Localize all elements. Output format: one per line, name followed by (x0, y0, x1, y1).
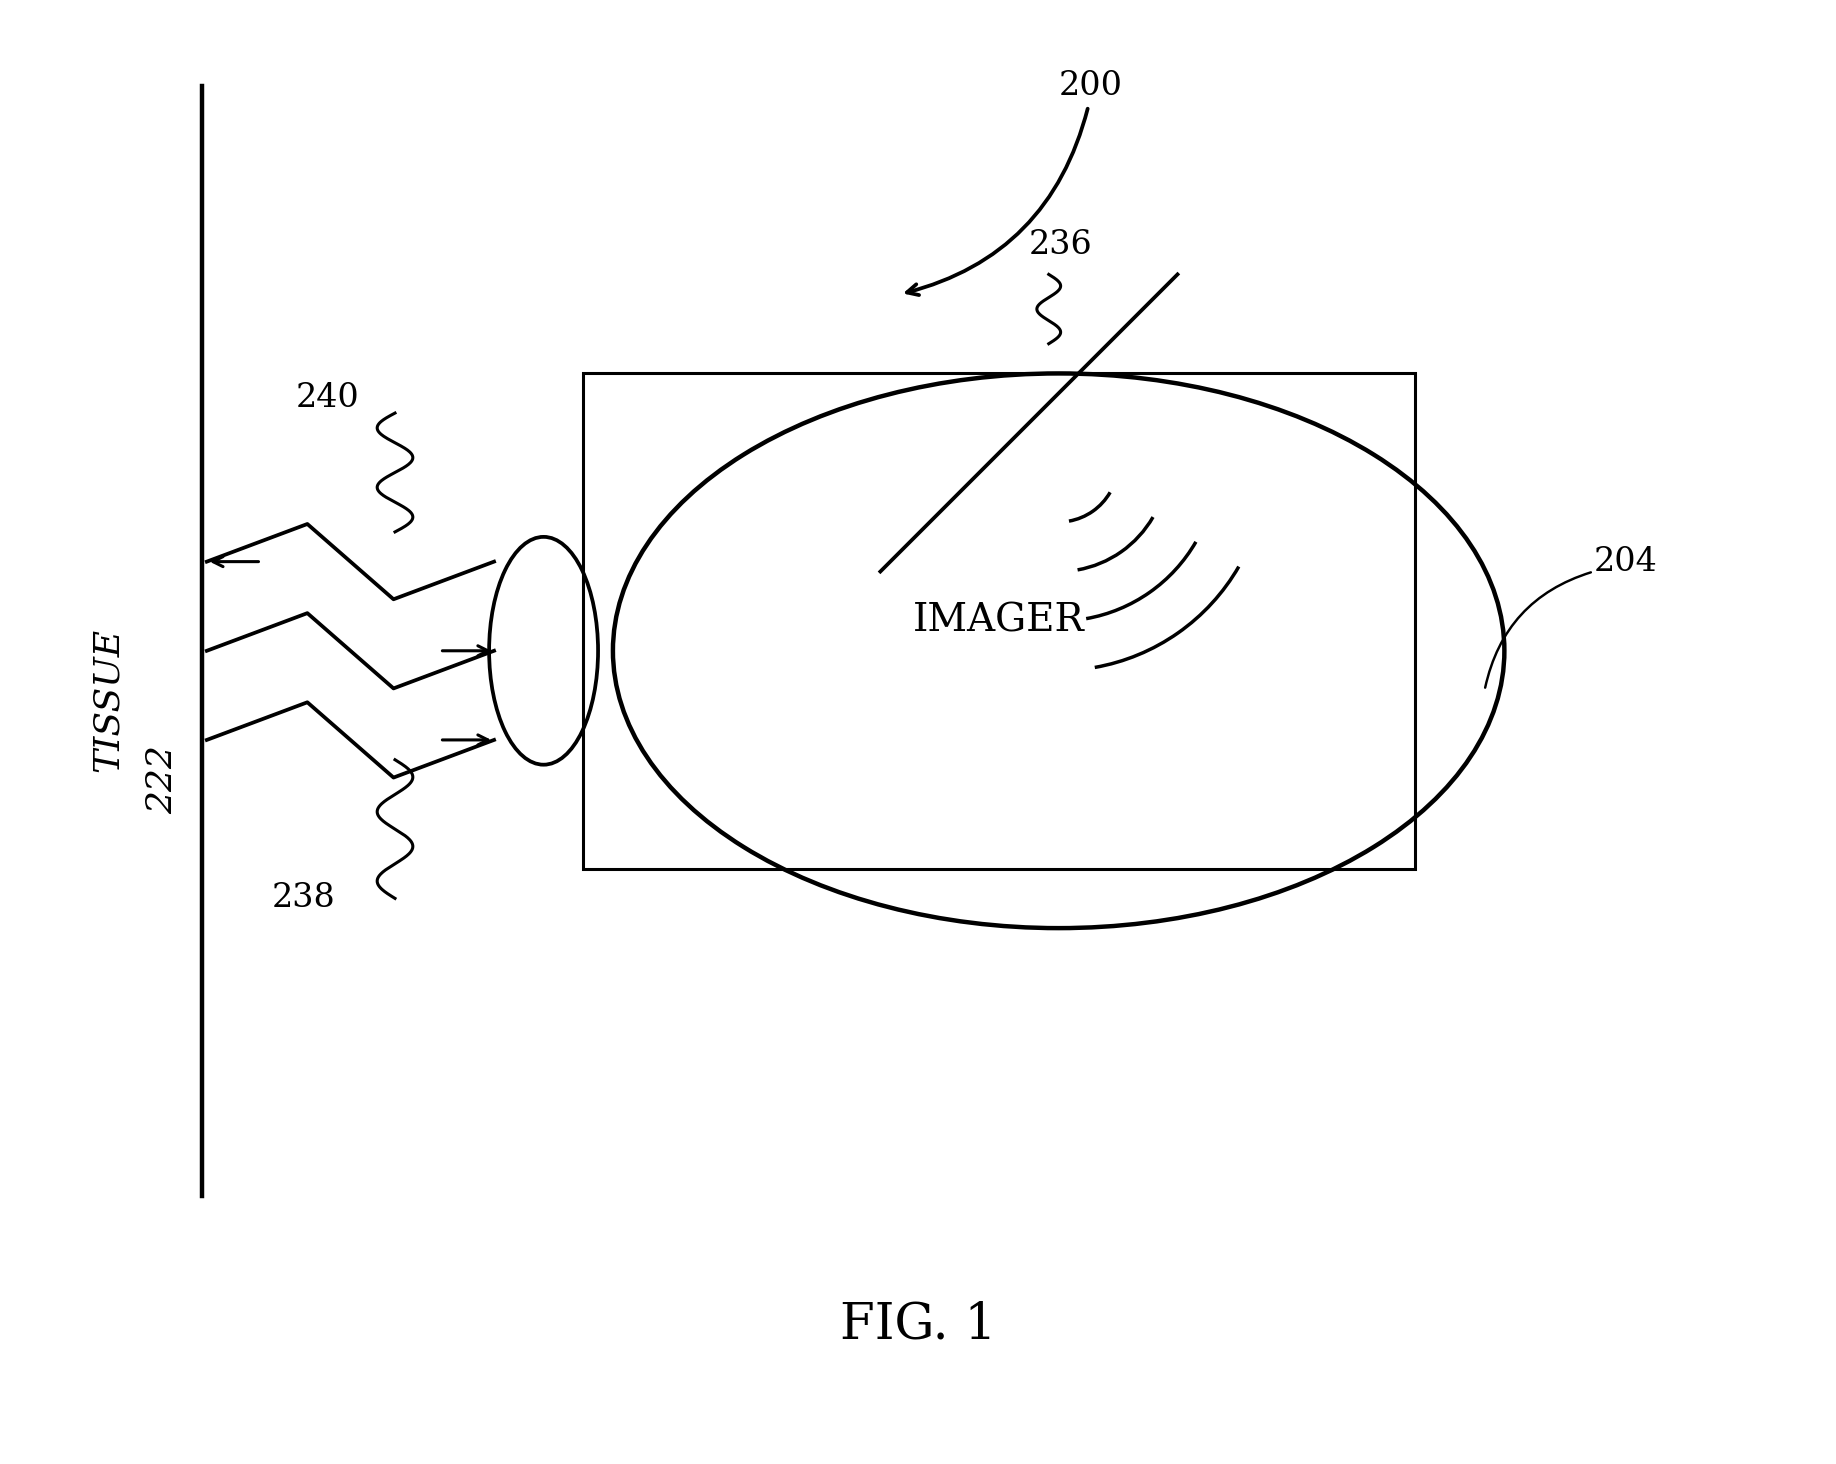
Text: TISSUE: TISSUE (90, 628, 125, 773)
Text: 236: 236 (1028, 228, 1092, 261)
Text: 204: 204 (1594, 546, 1658, 578)
Bar (584, 373, 1416, 868)
Text: 200: 200 (1059, 70, 1122, 102)
Text: 238: 238 (272, 883, 334, 915)
Text: 222: 222 (145, 745, 180, 814)
Text: 240: 240 (296, 382, 360, 414)
Text: FIG. 1: FIG. 1 (839, 1300, 997, 1348)
Text: IMAGER: IMAGER (912, 603, 1085, 640)
